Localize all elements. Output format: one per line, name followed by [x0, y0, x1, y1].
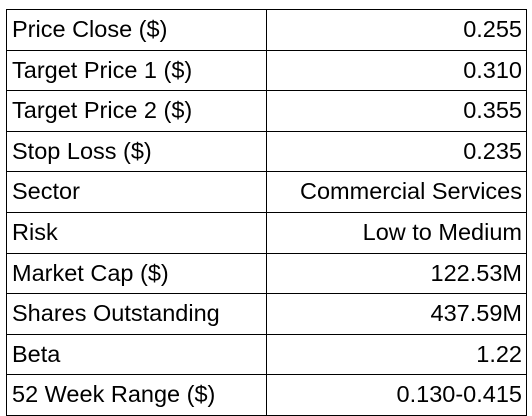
row-value-beta: 1.22	[266, 333, 527, 376]
table-row: Target Price 1 ($) 0.310	[6, 49, 527, 92]
row-label-stop-loss: Stop Loss ($)	[6, 130, 267, 173]
row-value-market-cap: 122.53M	[266, 252, 527, 295]
table-row: Price Close ($) 0.255	[6, 9, 527, 51]
row-value-52-week-range: 0.130-0.415	[266, 374, 527, 416]
row-value-stop-loss: 0.235	[266, 130, 527, 173]
row-value-shares-outstanding: 437.59M	[266, 293, 527, 335]
table-row: Sector Commercial Services	[6, 171, 527, 213]
table-row: 52 Week Range ($) 0.130-0.415	[6, 374, 527, 416]
row-label-market-cap: Market Cap ($)	[6, 252, 267, 295]
row-label-beta: Beta	[6, 333, 267, 376]
row-label-52-week-range: 52 Week Range ($)	[6, 374, 267, 416]
row-label-price-close: Price Close ($)	[6, 9, 267, 51]
table-row: Market Cap ($) 122.53M	[6, 252, 527, 295]
row-label-sector: Sector	[6, 171, 267, 213]
table-row: Shares Outstanding 437.59M	[6, 293, 527, 335]
row-value-target-price-2: 0.355	[266, 90, 527, 132]
table-row: Target Price 2 ($) 0.355	[6, 90, 527, 132]
row-value-sector: Commercial Services	[266, 171, 527, 213]
row-value-price-close: 0.255	[266, 9, 527, 51]
row-value-target-price-1: 0.310	[266, 49, 527, 92]
row-label-target-price-2: Target Price 2 ($)	[6, 90, 267, 132]
table-row: Risk Low to Medium	[6, 211, 527, 254]
row-value-risk: Low to Medium	[266, 211, 527, 254]
stock-info-table: Price Close ($) 0.255 Target Price 1 ($)…	[6, 9, 527, 416]
stock-info-sheet: Price Close ($) 0.255 Target Price 1 ($)…	[6, 9, 527, 416]
table-row: Beta 1.22	[6, 333, 527, 376]
table-row: Stop Loss ($) 0.235	[6, 130, 527, 173]
row-label-risk: Risk	[6, 211, 267, 254]
row-label-target-price-1: Target Price 1 ($)	[6, 49, 267, 92]
row-label-shares-outstanding: Shares Outstanding	[6, 293, 267, 335]
